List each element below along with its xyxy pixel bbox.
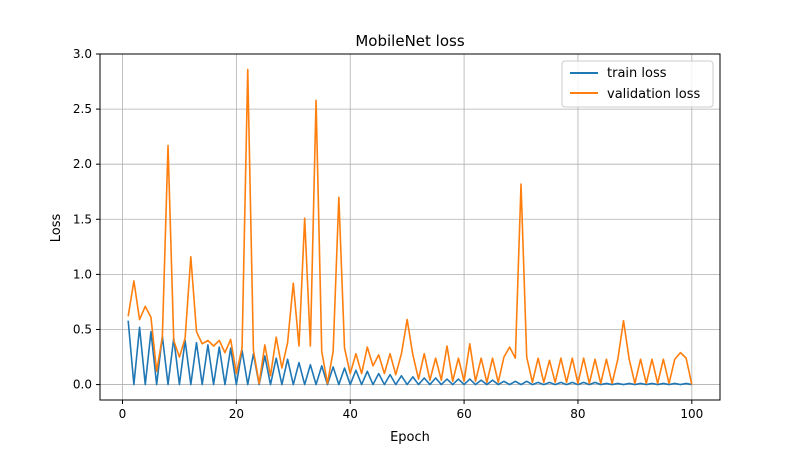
- series-line-train-loss: [127, 320, 692, 386]
- y-tick-label: 3.0: [73, 47, 92, 61]
- x-tick-label: 100: [680, 407, 703, 421]
- grid: [100, 53, 720, 400]
- y-tick-label: 0.5: [73, 322, 92, 336]
- legend: train loss validation loss: [561, 60, 714, 108]
- series-line-validation-loss: [127, 68, 693, 385]
- series-group: [127, 68, 693, 386]
- y-tick-label: 2.5: [73, 102, 92, 116]
- plot-frame: [99, 53, 721, 401]
- x-axis-label: Epoch: [390, 430, 430, 445]
- y-tick-label: 0.0: [73, 378, 92, 392]
- x-axis: 0 20 40 60 80 100: [119, 400, 703, 421]
- y-tick-label: 1.5: [73, 212, 92, 226]
- legend-label-validation-loss: validation loss: [607, 87, 700, 102]
- x-tick-label: 40: [343, 407, 358, 421]
- y-axis-label: Loss: [49, 214, 64, 243]
- legend-box: [561, 60, 714, 108]
- x-tick-label: 20: [229, 407, 244, 421]
- y-axis: 0.0 0.5 1.0 1.5 2.0 2.5 3.0: [73, 47, 100, 392]
- x-tick-label: 0: [119, 407, 127, 421]
- chart-title: MobileNet loss: [355, 32, 464, 50]
- y-tick-label: 2.0: [73, 157, 92, 171]
- legend-label-train-loss: train loss: [607, 66, 667, 81]
- x-tick-label: 60: [456, 407, 471, 421]
- x-tick-label: 80: [570, 407, 585, 421]
- y-tick-label: 1.0: [73, 267, 92, 281]
